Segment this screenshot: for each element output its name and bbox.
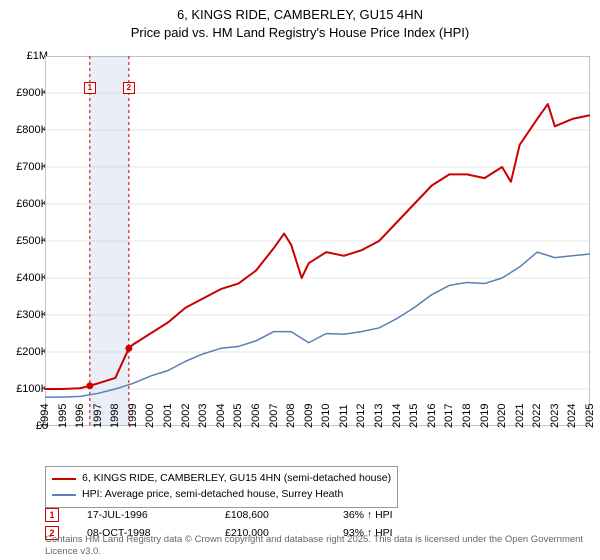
legend-swatch — [52, 478, 76, 480]
x-tick-label: 2014 — [391, 404, 403, 428]
x-tick-label: 2003 — [197, 404, 209, 428]
chart-title: 6, KINGS RIDE, CAMBERLEY, GU15 4HN Price… — [0, 0, 600, 41]
x-axis-labels: 1994199519961997199819992000200120022003… — [45, 426, 590, 471]
chart-container: 6, KINGS RIDE, CAMBERLEY, GU15 4HN Price… — [0, 0, 600, 560]
legend-label: HPI: Average price, semi-detached house,… — [82, 487, 343, 503]
x-tick-label: 2015 — [408, 404, 420, 428]
title-subtitle: Price paid vs. HM Land Registry's House … — [0, 24, 600, 42]
x-tick-label: 1996 — [74, 404, 86, 428]
y-tick-label: £600K — [0, 198, 48, 210]
transaction-date: 17-JUL-1996 — [87, 509, 197, 521]
x-tick-label: 2009 — [303, 404, 315, 428]
x-tick-label: 1995 — [57, 404, 69, 428]
transaction-marker: 1 — [45, 508, 59, 522]
legend-box: 6, KINGS RIDE, CAMBERLEY, GU15 4HN (semi… — [45, 466, 398, 508]
x-tick-label: 2000 — [144, 404, 156, 428]
legend-item: HPI: Average price, semi-detached house,… — [52, 487, 391, 503]
x-tick-label: 2013 — [373, 404, 385, 428]
x-tick-label: 2002 — [180, 404, 192, 428]
x-tick-label: 2019 — [479, 404, 491, 428]
x-tick-label: 2008 — [285, 404, 297, 428]
y-tick-label: £100K — [0, 383, 48, 395]
x-tick-label: 2006 — [250, 404, 262, 428]
x-tick-label: 2021 — [514, 404, 526, 428]
y-tick-label: £300K — [0, 309, 48, 321]
transaction-row: 1 17-JUL-1996 £108,600 36% ↑ HPI — [45, 506, 590, 524]
x-tick-label: 2022 — [531, 404, 543, 428]
y-tick-label: £800K — [0, 124, 48, 136]
x-tick-label: 2007 — [268, 404, 280, 428]
x-tick-label: 2020 — [496, 404, 508, 428]
x-tick-label: 2005 — [232, 404, 244, 428]
x-tick-label: 2024 — [566, 404, 578, 428]
footer-attribution: Contains HM Land Registry data © Crown c… — [45, 534, 590, 558]
x-tick-label: 2023 — [549, 404, 561, 428]
transaction-delta: 36% ↑ HPI — [343, 509, 393, 521]
legend-swatch — [52, 494, 76, 496]
x-tick-label: 1994 — [39, 404, 51, 428]
plot-marker-1: 1 — [84, 82, 96, 94]
plot-marker-2: 2 — [123, 82, 135, 94]
plot-markers: 12 — [45, 56, 590, 426]
y-tick-label: £400K — [0, 272, 48, 284]
y-tick-label: £700K — [0, 161, 48, 173]
title-address: 6, KINGS RIDE, CAMBERLEY, GU15 4HN — [0, 6, 600, 24]
x-tick-label: 1998 — [109, 404, 121, 428]
x-tick-label: 2016 — [426, 404, 438, 428]
x-tick-label: 1997 — [92, 404, 104, 428]
x-tick-label: 2011 — [338, 404, 350, 428]
x-tick-label: 2004 — [215, 404, 227, 428]
x-tick-label: 2017 — [443, 404, 455, 428]
transaction-price: £108,600 — [225, 509, 315, 521]
x-tick-label: 2025 — [584, 404, 596, 428]
x-tick-label: 2012 — [355, 404, 367, 428]
y-tick-label: £200K — [0, 346, 48, 358]
legend-label: 6, KINGS RIDE, CAMBERLEY, GU15 4HN (semi… — [82, 471, 391, 487]
legend: 6, KINGS RIDE, CAMBERLEY, GU15 4HN (semi… — [45, 466, 590, 508]
plot-area: 12 — [45, 56, 590, 426]
y-tick-label: £500K — [0, 235, 48, 247]
x-tick-label: 2010 — [320, 404, 332, 428]
y-tick-label: £1M — [0, 50, 48, 62]
x-tick-label: 2001 — [162, 404, 174, 428]
y-tick-label: £900K — [0, 87, 48, 99]
legend-item: 6, KINGS RIDE, CAMBERLEY, GU15 4HN (semi… — [52, 471, 391, 487]
x-tick-label: 1999 — [127, 404, 139, 428]
x-tick-label: 2018 — [461, 404, 473, 428]
